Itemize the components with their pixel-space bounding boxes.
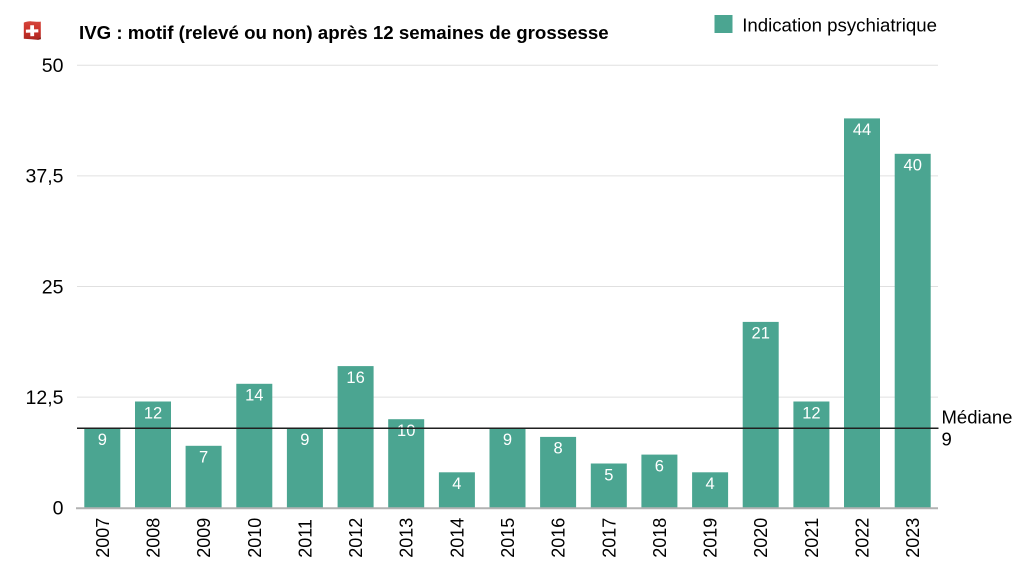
svg-text:2018: 2018 xyxy=(650,518,670,558)
svg-text:12,5: 12,5 xyxy=(26,387,64,409)
svg-text:2015: 2015 xyxy=(498,518,518,558)
svg-text:Médiane: Médiane xyxy=(942,407,1013,428)
svg-text:2011: 2011 xyxy=(295,519,315,558)
svg-text:37,5: 37,5 xyxy=(26,166,64,188)
svg-text:0: 0 xyxy=(53,498,64,520)
svg-text:2016: 2016 xyxy=(549,518,569,558)
svg-text:12: 12 xyxy=(802,404,820,422)
svg-text:2007: 2007 xyxy=(93,518,113,558)
svg-text:10: 10 xyxy=(397,422,415,440)
svg-text:2010: 2010 xyxy=(245,518,265,558)
svg-text:14: 14 xyxy=(245,387,263,405)
svg-text:9: 9 xyxy=(942,429,952,450)
svg-text:2013: 2013 xyxy=(397,518,417,558)
svg-text:7: 7 xyxy=(199,449,208,467)
svg-text:21: 21 xyxy=(752,325,770,343)
svg-text:2008: 2008 xyxy=(144,518,164,558)
svg-text:IVG : motif (relevé ou non) ap: IVG : motif (relevé ou non) après 12 sem… xyxy=(79,22,609,43)
svg-text:8: 8 xyxy=(554,440,563,458)
svg-text:25: 25 xyxy=(42,276,64,298)
svg-text:Indication psychiatrique: Indication psychiatrique xyxy=(742,15,937,36)
svg-text:2014: 2014 xyxy=(447,518,467,558)
svg-text:2023: 2023 xyxy=(903,518,923,558)
svg-text:16: 16 xyxy=(346,369,364,387)
svg-text:9: 9 xyxy=(503,431,512,449)
svg-text:50: 50 xyxy=(42,55,64,77)
svg-text:2022: 2022 xyxy=(853,518,873,558)
svg-text:2012: 2012 xyxy=(346,518,366,558)
svg-text:4: 4 xyxy=(706,475,715,493)
svg-text:2019: 2019 xyxy=(701,518,721,558)
svg-text:44: 44 xyxy=(853,121,871,139)
svg-text:12: 12 xyxy=(144,404,162,422)
svg-text:2020: 2020 xyxy=(751,518,771,558)
svg-text:4: 4 xyxy=(452,475,461,493)
svg-text:6: 6 xyxy=(655,457,664,475)
svg-text:2009: 2009 xyxy=(194,518,214,558)
svg-text:9: 9 xyxy=(300,431,309,449)
svg-text:40: 40 xyxy=(904,157,922,175)
svg-text:5: 5 xyxy=(604,466,613,484)
svg-text:9: 9 xyxy=(98,431,107,449)
svg-text:2021: 2021 xyxy=(802,518,822,558)
svg-text:2017: 2017 xyxy=(599,518,619,558)
